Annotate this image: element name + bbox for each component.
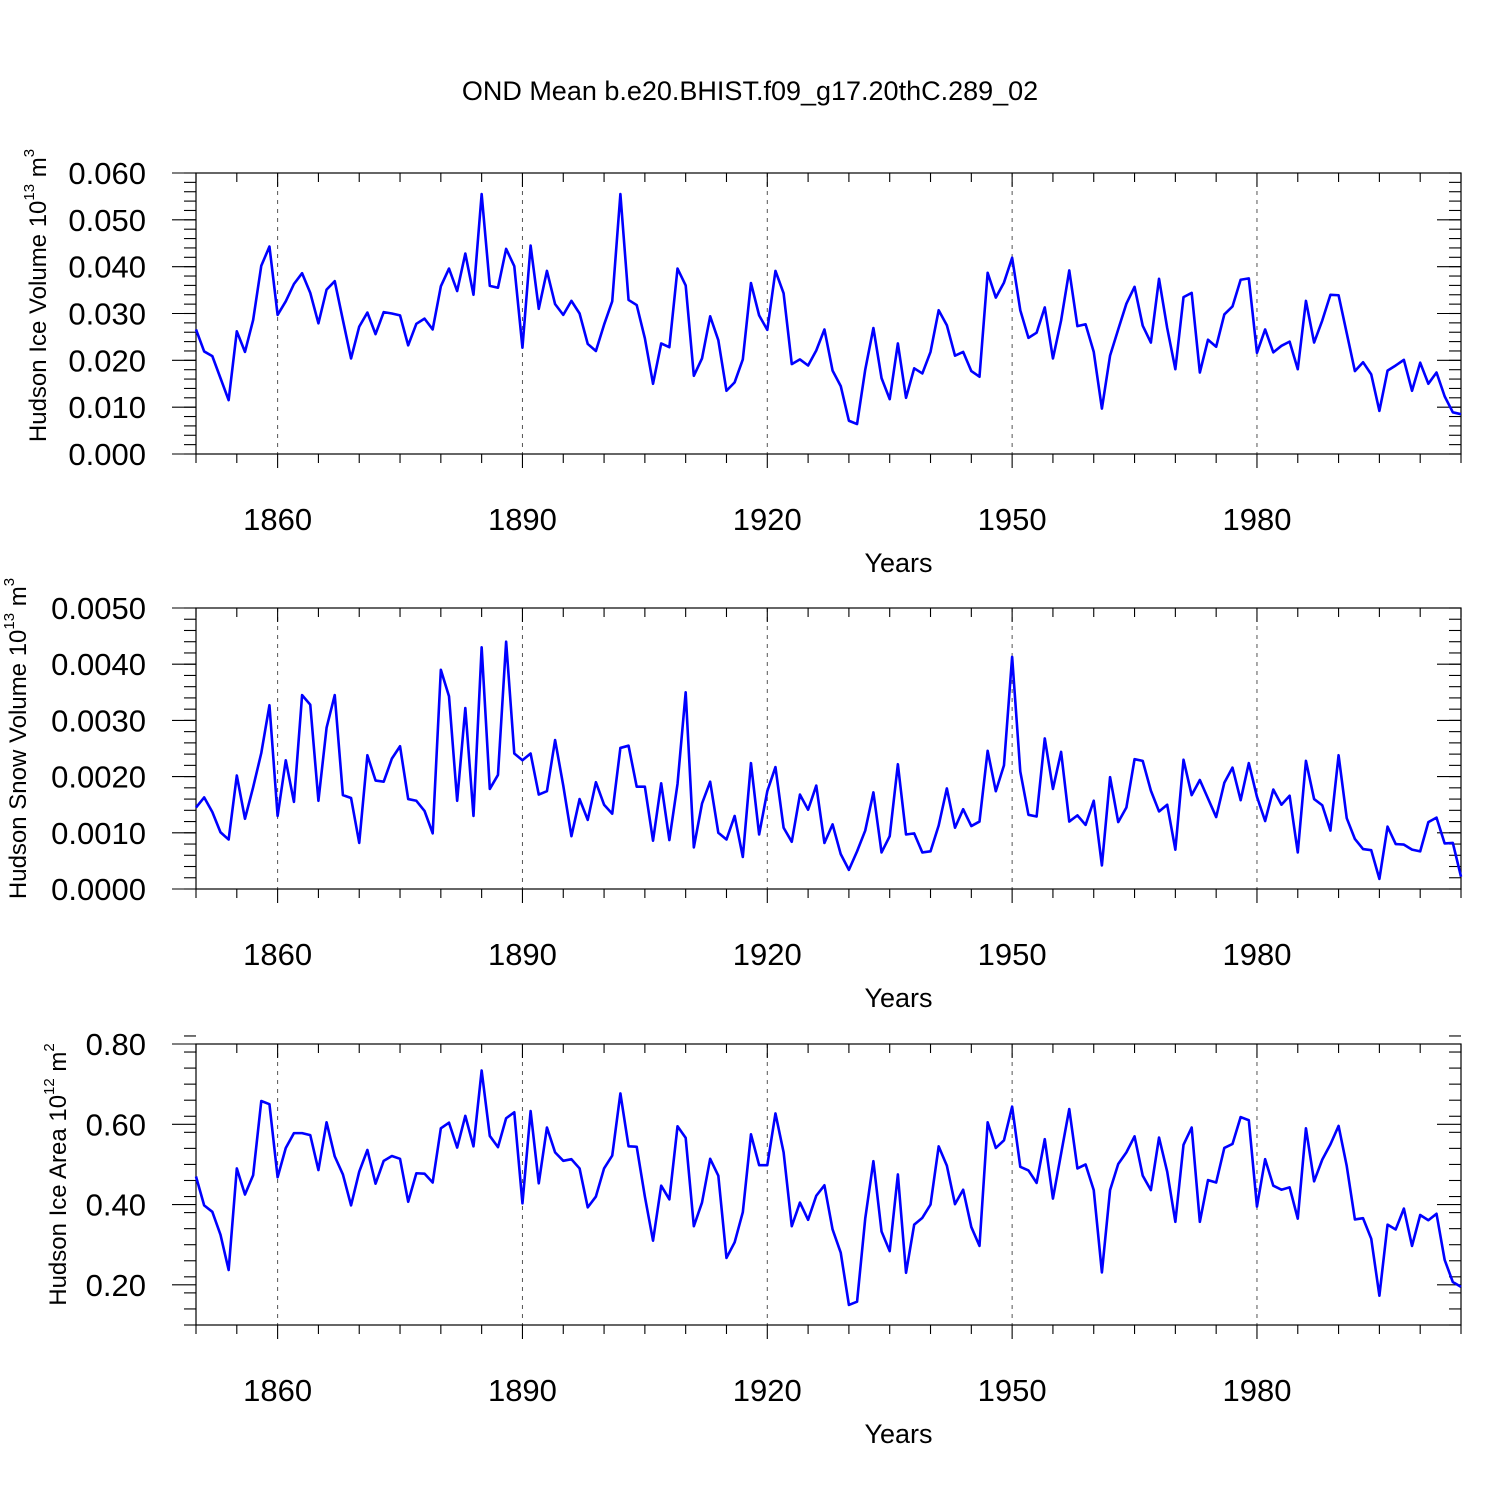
x-axis-label: Years: [864, 548, 932, 578]
y-axis-label-unit: m: [25, 157, 52, 184]
y-tick-label: 0.030: [68, 297, 146, 332]
panels: 1860 1890 1920 1950 1980 Years 0.000 0.010 0.020…: [1, 149, 1463, 1449]
plot-frame: [195, 1043, 1462, 1326]
y-axis-label: Hudson Snow Volume 1013 m3: [1, 578, 32, 899]
y-tick-label: 0.60: [86, 1107, 146, 1142]
series-line-ice-area: [194, 1069, 1462, 1307]
x-tick-label-1920: 1920: [733, 1373, 802, 1408]
plot-frame: [195, 607, 1462, 890]
y-axis-label-exponent: 13: [21, 184, 38, 201]
y-axis-label-base: Hudson Ice Volume 10: [25, 201, 52, 443]
x-tick-label-1980: 1980: [1222, 502, 1291, 537]
y-tick-label: 0.000: [68, 437, 146, 472]
x-tick-label-1920: 1920: [733, 502, 802, 537]
y-axis-label-unit: m: [45, 1052, 72, 1079]
y-axis-label-base: Hudson Snow Volume 10: [5, 630, 32, 900]
y-tick-label: 0.050: [68, 203, 146, 238]
y-tick-label: 0.0050: [51, 591, 146, 626]
y-axis-label-unit-exponent: 3: [1, 578, 18, 586]
y-axis-label-exponent: 13: [1, 613, 18, 630]
y-axis-label: Hudson Ice Area 1012 m2: [41, 1043, 72, 1306]
y-tick-label: 0.80: [86, 1027, 146, 1062]
y-tick-label: 0.40: [86, 1188, 146, 1223]
series-line-snow-volume: [194, 640, 1463, 881]
x-tick-label-1950: 1950: [978, 1373, 1047, 1408]
x-tick-label-1980: 1980: [1222, 937, 1291, 972]
y-tick-label: 0.0000: [51, 872, 146, 907]
y-tick-label: 0.0020: [51, 760, 146, 795]
x-tick-label-1950: 1950: [978, 937, 1047, 972]
x-tick-label-1860: 1860: [243, 937, 312, 972]
x-axis-label: Years: [864, 1419, 932, 1449]
y-tick-label: 0.20: [86, 1268, 146, 1303]
x-tick-label-1950: 1950: [978, 502, 1047, 537]
y-tick-label: 0.060: [68, 156, 146, 191]
x-tick-label-1890: 1890: [488, 1373, 557, 1408]
x-tick-label-1860: 1860: [243, 1373, 312, 1408]
panel-snow-volume: 1860 1890 1920 1950 1980 Years 0.0000 0.0010 0.0…: [1, 578, 1463, 1013]
panel-ice-area: 1860 1890 1920 1950 1980 Years 0.20 0.40 0.60 0.8…: [41, 1027, 1462, 1449]
x-tick-label-1920: 1920: [733, 937, 802, 972]
x-tick-label-1890: 1890: [488, 502, 557, 537]
panel-ice-volume: 1860 1890 1920 1950 1980 Years 0.000 0.010 0.020…: [21, 149, 1462, 578]
y-tick-label: 0.020: [68, 343, 146, 378]
y-tick-label: 0.010: [68, 390, 146, 425]
chart-title: OND Mean b.e20.BHIST.f09_g17.20thC.289_0…: [462, 76, 1038, 106]
x-tick-label-1980: 1980: [1222, 1373, 1291, 1408]
y-tick-label: 0.0030: [51, 703, 146, 738]
y-tick-label: 0.0010: [51, 816, 146, 851]
y-axis-label: Hudson Ice Volume 1013 m3: [21, 149, 52, 442]
x-axis-label: Years: [864, 983, 932, 1013]
series-line-ice-volume: [194, 192, 1462, 426]
y-tick-label: 0.0040: [51, 647, 146, 682]
y-axis-label-unit-exponent: 3: [21, 149, 38, 157]
y-axis-label-unit-exponent: 2: [41, 1043, 58, 1051]
y-axis-label-unit: m: [5, 586, 32, 613]
y-axis-label-exponent: 12: [41, 1078, 58, 1095]
y-axis-label-base: Hudson Ice Area 10: [45, 1095, 72, 1306]
y-tick-label: 0.040: [68, 250, 146, 285]
x-tick-label-1860: 1860: [243, 502, 312, 537]
x-tick-label-1890: 1890: [488, 937, 557, 972]
